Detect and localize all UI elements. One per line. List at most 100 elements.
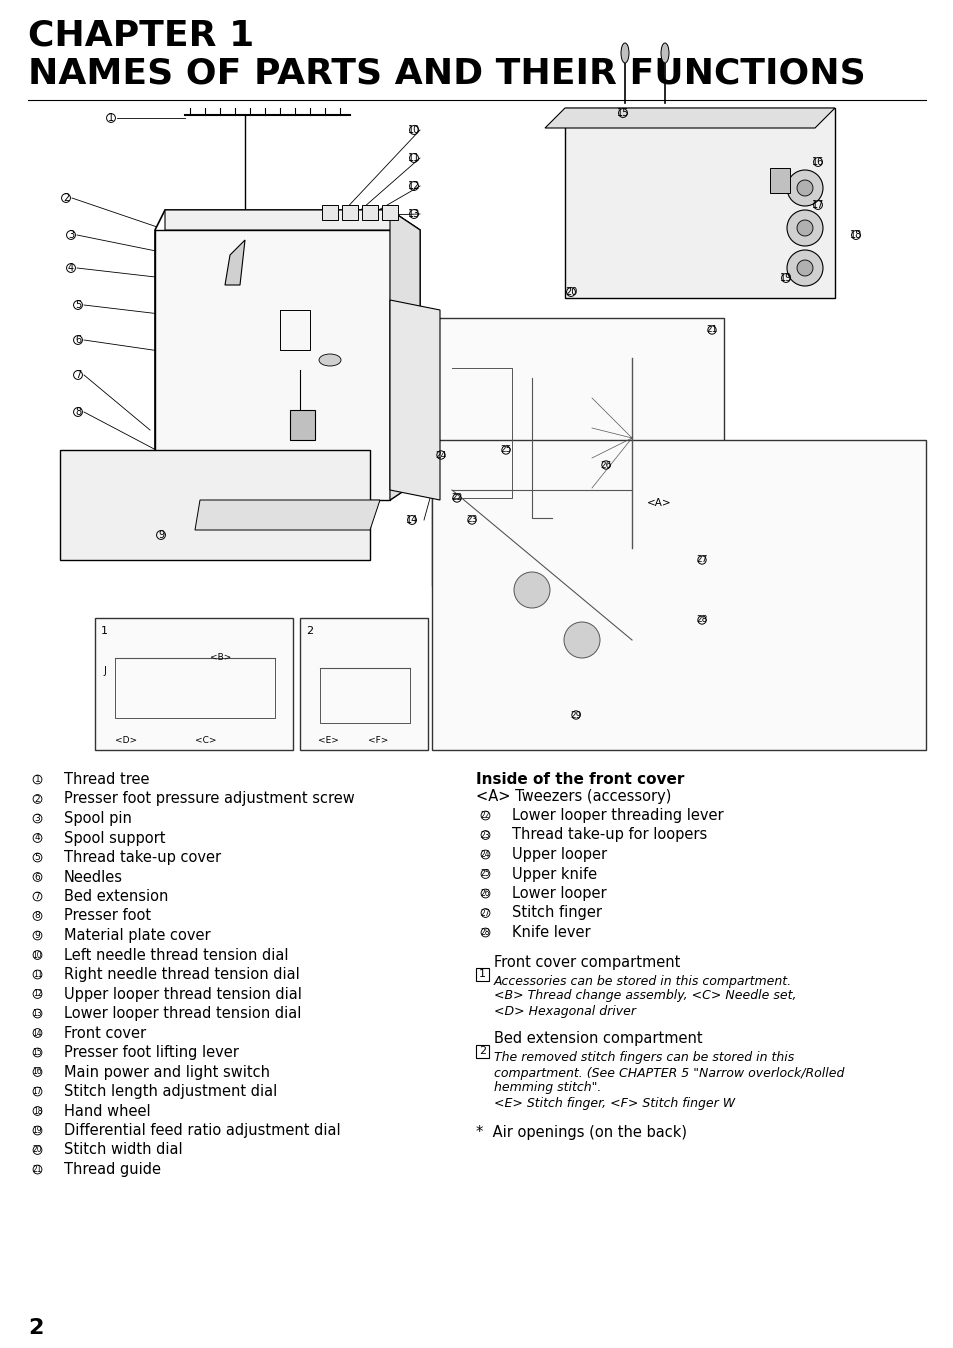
Text: Front cover compartment: Front cover compartment [494, 954, 679, 969]
Text: Presser foot lifting lever: Presser foot lifting lever [64, 1045, 238, 1060]
Polygon shape [154, 231, 390, 500]
Text: 24: 24 [480, 851, 490, 859]
Text: NAMES OF PARTS AND THEIR FUNCTIONS: NAMES OF PARTS AND THEIR FUNCTIONS [28, 57, 864, 90]
Text: 7: 7 [74, 369, 81, 380]
Polygon shape [290, 410, 314, 439]
Polygon shape [544, 108, 834, 128]
Text: 27: 27 [696, 555, 707, 565]
Text: *: * [789, 183, 796, 197]
Bar [299, 617, 428, 749]
Text: 2: 2 [63, 193, 69, 204]
Text: 1: 1 [101, 625, 108, 636]
Bar [432, 439, 925, 749]
Text: 13: 13 [408, 209, 419, 218]
Text: Knife lever: Knife lever [512, 925, 590, 940]
Text: 8: 8 [34, 911, 40, 921]
Polygon shape [322, 205, 337, 220]
Text: 14: 14 [405, 515, 417, 524]
Text: <A>: <A> [646, 497, 671, 508]
Text: Inside of the front cover: Inside of the front cover [476, 772, 683, 787]
Text: CHAPTER 1: CHAPTER 1 [28, 18, 254, 53]
Text: Front cover: Front cover [64, 1026, 146, 1041]
Text: 9: 9 [34, 931, 40, 940]
Text: 2: 2 [34, 794, 40, 803]
Polygon shape [165, 210, 419, 231]
Text: 16: 16 [811, 156, 823, 167]
Text: <C>: <C> [194, 736, 216, 745]
Text: 23: 23 [480, 830, 490, 840]
Text: Upper looper: Upper looper [512, 847, 606, 861]
Text: 7: 7 [34, 892, 40, 900]
Text: <D>: <D> [115, 736, 137, 745]
Circle shape [796, 181, 812, 195]
Polygon shape [225, 240, 245, 284]
Text: Thread tree: Thread tree [64, 772, 150, 787]
Text: The removed stitch fingers can be stored in this: The removed stitch fingers can be stored… [494, 1051, 794, 1065]
Text: *  Air openings (on the back): * Air openings (on the back) [476, 1126, 686, 1140]
Polygon shape [361, 205, 377, 220]
Text: 26: 26 [599, 461, 611, 469]
Text: <D> Hexagonal driver: <D> Hexagonal driver [494, 1004, 636, 1018]
Text: 13: 13 [32, 1010, 42, 1018]
Bar [476, 968, 489, 980]
Text: 27: 27 [480, 909, 490, 918]
Polygon shape [390, 210, 419, 500]
Text: Differential feed ratio adjustment dial: Differential feed ratio adjustment dial [64, 1123, 340, 1138]
Text: 10: 10 [32, 950, 42, 960]
Text: 3: 3 [34, 814, 40, 824]
Ellipse shape [620, 43, 628, 63]
Text: 26: 26 [480, 888, 490, 898]
Text: Accessories can be stored in this compartment.: Accessories can be stored in this compar… [494, 975, 791, 988]
Text: 1: 1 [108, 113, 114, 123]
Text: 11: 11 [408, 154, 419, 163]
Text: 5: 5 [74, 301, 81, 310]
Text: 5: 5 [34, 853, 40, 861]
Text: 28: 28 [696, 616, 707, 624]
Text: 2: 2 [28, 1318, 43, 1339]
Text: <F>: <F> [368, 736, 388, 745]
Text: Presser foot pressure adjustment screw: Presser foot pressure adjustment screw [64, 791, 355, 806]
Text: 6: 6 [34, 872, 40, 882]
Polygon shape [341, 205, 357, 220]
Text: 20: 20 [32, 1146, 42, 1154]
Text: Bed extension: Bed extension [64, 888, 168, 905]
Text: Hand wheel: Hand wheel [64, 1104, 151, 1119]
Text: Material plate cover: Material plate cover [64, 927, 211, 944]
Text: 12: 12 [407, 181, 419, 191]
Text: 10: 10 [408, 125, 419, 135]
Text: Lower looper: Lower looper [512, 886, 606, 900]
Text: Spool support: Spool support [64, 830, 165, 845]
Text: Thread guide: Thread guide [64, 1162, 161, 1177]
Text: 21: 21 [705, 325, 717, 334]
Polygon shape [390, 301, 439, 500]
Text: 25: 25 [480, 869, 490, 879]
Text: Left needle thread tension dial: Left needle thread tension dial [64, 948, 288, 962]
Text: Main power and light switch: Main power and light switch [64, 1065, 270, 1080]
Text: 14: 14 [32, 1029, 42, 1038]
Polygon shape [564, 108, 834, 298]
Text: <A> Tweezers (accessory): <A> Tweezers (accessory) [476, 789, 671, 803]
Circle shape [796, 260, 812, 276]
Circle shape [563, 621, 599, 658]
Text: 3: 3 [68, 231, 74, 240]
Ellipse shape [660, 43, 668, 63]
Text: 12: 12 [32, 989, 42, 999]
Text: 22: 22 [451, 493, 462, 503]
Text: Stitch width dial: Stitch width dial [64, 1143, 182, 1158]
Polygon shape [381, 205, 397, 220]
Text: 11: 11 [32, 971, 42, 979]
Text: 8: 8 [75, 407, 81, 417]
Text: 18: 18 [849, 231, 862, 240]
Text: <B>: <B> [210, 652, 232, 662]
Text: Spool pin: Spool pin [64, 811, 132, 826]
Text: 25: 25 [499, 445, 511, 454]
Text: <E> Stitch finger, <F> Stitch finger W: <E> Stitch finger, <F> Stitch finger W [494, 1096, 735, 1109]
Circle shape [786, 210, 822, 245]
Text: 4: 4 [34, 833, 40, 842]
Text: 2: 2 [478, 1046, 485, 1055]
Text: 29: 29 [570, 710, 581, 720]
Text: 22: 22 [480, 811, 490, 820]
Text: 2: 2 [306, 625, 313, 636]
Circle shape [786, 249, 822, 286]
Polygon shape [60, 450, 370, 559]
